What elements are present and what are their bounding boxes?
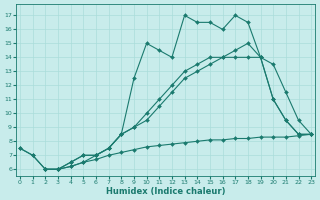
- X-axis label: Humidex (Indice chaleur): Humidex (Indice chaleur): [106, 187, 225, 196]
